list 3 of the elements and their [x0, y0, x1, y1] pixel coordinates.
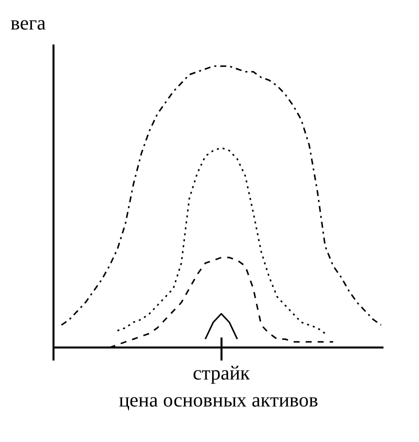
x-axis-title: цена основных активов	[118, 390, 318, 412]
text: страйк	[192, 362, 250, 384]
y-axis-title: вега	[10, 12, 46, 34]
